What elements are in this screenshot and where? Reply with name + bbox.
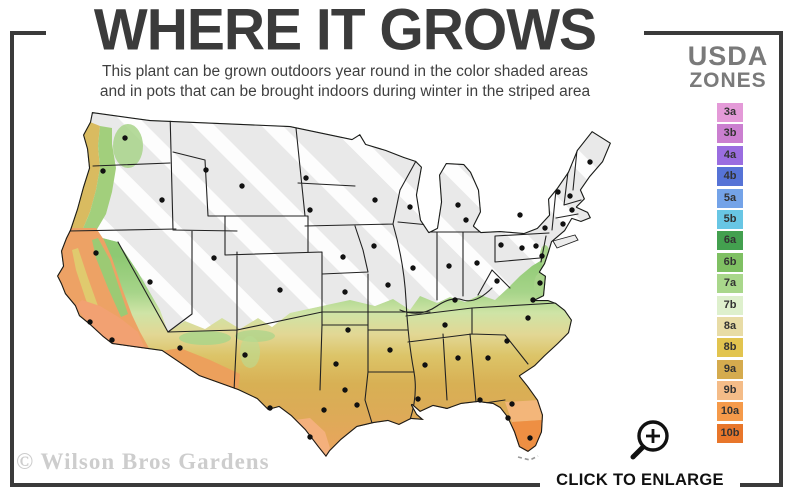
zone-chip-9b: 9b bbox=[717, 381, 743, 401]
city-dot bbox=[345, 327, 351, 333]
city-dot bbox=[569, 207, 575, 213]
zone-chip-6b: 6b bbox=[717, 252, 743, 272]
city-dot bbox=[372, 197, 378, 203]
watermark: © Wilson Bros Gardens bbox=[16, 449, 270, 474]
city-dot bbox=[387, 347, 393, 353]
legend-title: USDA ZONES bbox=[672, 42, 784, 92]
city-dot bbox=[542, 225, 548, 231]
florida-keys bbox=[517, 455, 539, 461]
city-dot bbox=[455, 202, 461, 208]
city-dot bbox=[303, 175, 309, 181]
city-dot bbox=[555, 189, 561, 195]
city-dot bbox=[307, 434, 313, 440]
zone-legend: 3a 3b 4a 4b 5a 5b 6a 6b 7a 7b 8a 8b 9a 9b 10a 10b bbox=[717, 103, 743, 445]
city-dot bbox=[509, 401, 515, 407]
city-dot bbox=[474, 260, 480, 266]
legend-title-usda: USDA bbox=[687, 41, 769, 71]
city-dot bbox=[530, 297, 536, 303]
city-dot bbox=[407, 204, 413, 210]
city-dot bbox=[371, 243, 377, 249]
city-dot bbox=[267, 405, 273, 411]
city-dot bbox=[239, 183, 245, 189]
city-dot bbox=[485, 355, 491, 361]
city-dot bbox=[342, 289, 348, 295]
zone-chip-9a: 9a bbox=[717, 359, 743, 379]
city-dot bbox=[203, 167, 209, 173]
city-dot bbox=[342, 387, 348, 393]
city-dot bbox=[455, 355, 461, 361]
city-dot bbox=[100, 168, 106, 174]
city-dot bbox=[567, 193, 573, 199]
zone-chip-8a: 8a bbox=[717, 316, 743, 336]
zone-chip-5b: 5b bbox=[717, 209, 743, 229]
zone-chip-8b: 8b bbox=[717, 338, 743, 358]
city-dot bbox=[415, 396, 421, 402]
city-dot bbox=[147, 279, 153, 285]
zone-chip-10b: 10b bbox=[717, 423, 743, 443]
zone-chip-3a: 3a bbox=[717, 103, 743, 122]
city-dot bbox=[333, 361, 339, 367]
city-dot bbox=[505, 415, 511, 421]
city-dot bbox=[385, 282, 391, 288]
magnifying-glass-plus-icon[interactable] bbox=[620, 410, 680, 466]
city-dot bbox=[122, 135, 128, 141]
zone-chip-7b: 7b bbox=[717, 295, 743, 315]
city-dot bbox=[539, 253, 545, 259]
california-zones bbox=[57, 228, 150, 350]
city-dot bbox=[537, 280, 543, 286]
subtitle-line-2: and in pots that can be brought indoors … bbox=[99, 83, 591, 100]
header: WHERE IT GROWS bbox=[46, 0, 644, 62]
zone-chip-6a: 6a bbox=[717, 231, 743, 251]
subtitle-line-1: This plant can be grown outdoors year ro… bbox=[102, 63, 588, 80]
click-to-enlarge[interactable]: CLICK TO ENLARGE bbox=[540, 464, 740, 496]
city-dot bbox=[87, 319, 93, 325]
city-dot bbox=[177, 345, 183, 351]
click-to-enlarge-label: CLICK TO ENLARGE bbox=[556, 470, 724, 489]
city-dots bbox=[87, 135, 593, 441]
city-dot bbox=[517, 212, 523, 218]
city-dot bbox=[242, 352, 248, 358]
subtitle: This plant can be grown outdoors year ro… bbox=[46, 62, 644, 102]
city-dot bbox=[587, 159, 593, 165]
city-dot bbox=[422, 362, 428, 368]
city-dot bbox=[463, 217, 469, 223]
city-dot bbox=[533, 243, 539, 249]
city-dot bbox=[527, 435, 533, 441]
city-dot bbox=[307, 207, 313, 213]
city-dot bbox=[93, 250, 99, 256]
city-dot bbox=[410, 265, 416, 271]
city-dot bbox=[442, 322, 448, 328]
zone-chip-7a: 7a bbox=[717, 274, 743, 294]
city-dot bbox=[477, 397, 483, 403]
zone-chip-4a: 4a bbox=[717, 145, 743, 165]
zone-chip-4b: 4b bbox=[717, 167, 743, 187]
city-dot bbox=[504, 338, 510, 344]
city-dot bbox=[277, 287, 283, 293]
legend-title-zones: ZONES bbox=[689, 69, 767, 92]
page-title: WHERE IT GROWS bbox=[93, 0, 597, 63]
city-dot bbox=[498, 242, 504, 248]
midatlantic-zones bbox=[113, 124, 550, 299]
city-dot bbox=[340, 254, 346, 260]
zone-chip-10a: 10a bbox=[717, 402, 743, 422]
city-dot bbox=[560, 221, 566, 227]
pacific-coast-zones bbox=[70, 122, 116, 231]
southwest-zones bbox=[162, 330, 275, 390]
city-dot bbox=[354, 402, 360, 408]
city-dot bbox=[211, 255, 217, 261]
zone-chip-5a: 5a bbox=[717, 188, 743, 208]
city-dot bbox=[494, 278, 500, 284]
city-dot bbox=[452, 297, 458, 303]
city-dot bbox=[446, 263, 452, 269]
state-borders bbox=[68, 112, 582, 424]
city-dot bbox=[525, 315, 531, 321]
zone-chip-3b: 3b bbox=[717, 124, 743, 144]
long-island bbox=[552, 234, 579, 249]
city-dot bbox=[519, 245, 525, 251]
city-dot bbox=[109, 337, 115, 343]
city-dot bbox=[321, 407, 327, 413]
city-dot bbox=[159, 197, 165, 203]
